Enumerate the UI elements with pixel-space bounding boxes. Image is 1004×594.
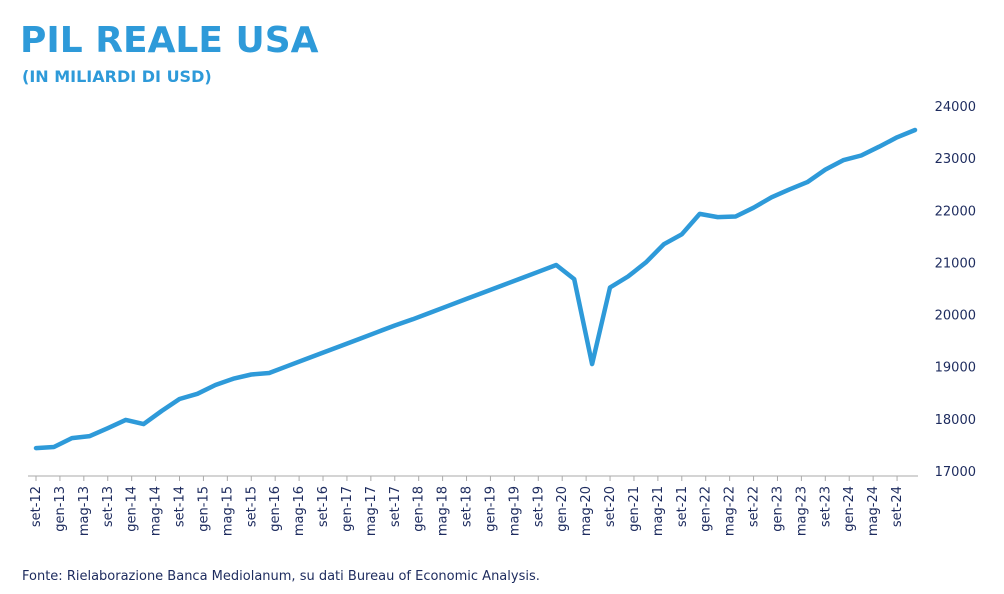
x-tick-label: set-24 xyxy=(890,486,905,527)
y-tick-label: 19000 xyxy=(935,361,976,376)
y-tick-label: 20000 xyxy=(935,309,976,324)
x-tick-label: set-13 xyxy=(101,486,116,527)
data-line xyxy=(33,127,918,451)
x-tick-label: gen-20 xyxy=(555,486,570,532)
chart-title: PIL REALE USA xyxy=(20,20,319,61)
y-tick-label: 17000 xyxy=(935,465,976,480)
x-tick-label: gen-15 xyxy=(196,486,211,532)
x-tick-label: gen-17 xyxy=(340,486,355,532)
x-tick-label: mag-21 xyxy=(651,486,666,536)
x-tick-label: gen-16 xyxy=(268,486,283,532)
x-tick-label: set-15 xyxy=(244,486,259,527)
x-tick-label: set-23 xyxy=(818,486,833,527)
x-tick-label: mag-23 xyxy=(794,486,809,536)
x-tick-label: mag-17 xyxy=(364,486,379,536)
x-tick-label: mag-18 xyxy=(436,486,451,536)
y-tick-label: 18000 xyxy=(935,413,976,428)
x-tick-label: set-12 xyxy=(29,486,44,527)
x-tick-label: gen-14 xyxy=(125,486,140,532)
x-tick-label: gen-18 xyxy=(412,486,427,532)
x-tick-label: set-14 xyxy=(173,486,188,527)
x-tick-label: gen-13 xyxy=(53,486,68,532)
x-tick-label: set-16 xyxy=(316,486,331,527)
x-tick-label: gen-24 xyxy=(842,486,857,532)
y-tick-label: 21000 xyxy=(935,256,976,271)
x-tick-label: mag-22 xyxy=(723,486,738,536)
x-tick-label: set-18 xyxy=(460,486,475,527)
y-tick-label: 23000 xyxy=(935,152,976,167)
y-tick-label: 24000 xyxy=(935,100,976,115)
y-tick-label: 22000 xyxy=(935,204,976,219)
x-tick-label: gen-23 xyxy=(770,486,785,532)
x-tick-label: mag-15 xyxy=(220,486,235,536)
x-tick-label: gen-22 xyxy=(699,486,714,532)
chart-subtitle: (IN MILIARDI DI USD) xyxy=(22,67,212,86)
x-tick-label: gen-19 xyxy=(483,486,498,532)
x-tick-label: mag-20 xyxy=(579,486,594,536)
x-tick-label: set-21 xyxy=(675,486,690,527)
source-note: Fonte: Rielaborazione Banca Mediolanum, … xyxy=(22,569,540,584)
x-tick-label: set-17 xyxy=(388,486,403,527)
x-tick-label: set-19 xyxy=(531,486,546,527)
x-tick-label: set-22 xyxy=(747,486,762,527)
x-tick-label: mag-24 xyxy=(866,486,881,536)
x-tick-label: set-20 xyxy=(603,486,618,527)
x-tick-label: mag-14 xyxy=(149,486,164,536)
x-tick-label: mag-13 xyxy=(77,486,92,536)
x-tick-label: mag-19 xyxy=(507,486,522,536)
x-tick-label: gen-21 xyxy=(627,486,642,532)
x-tick-label: mag-16 xyxy=(292,486,307,536)
